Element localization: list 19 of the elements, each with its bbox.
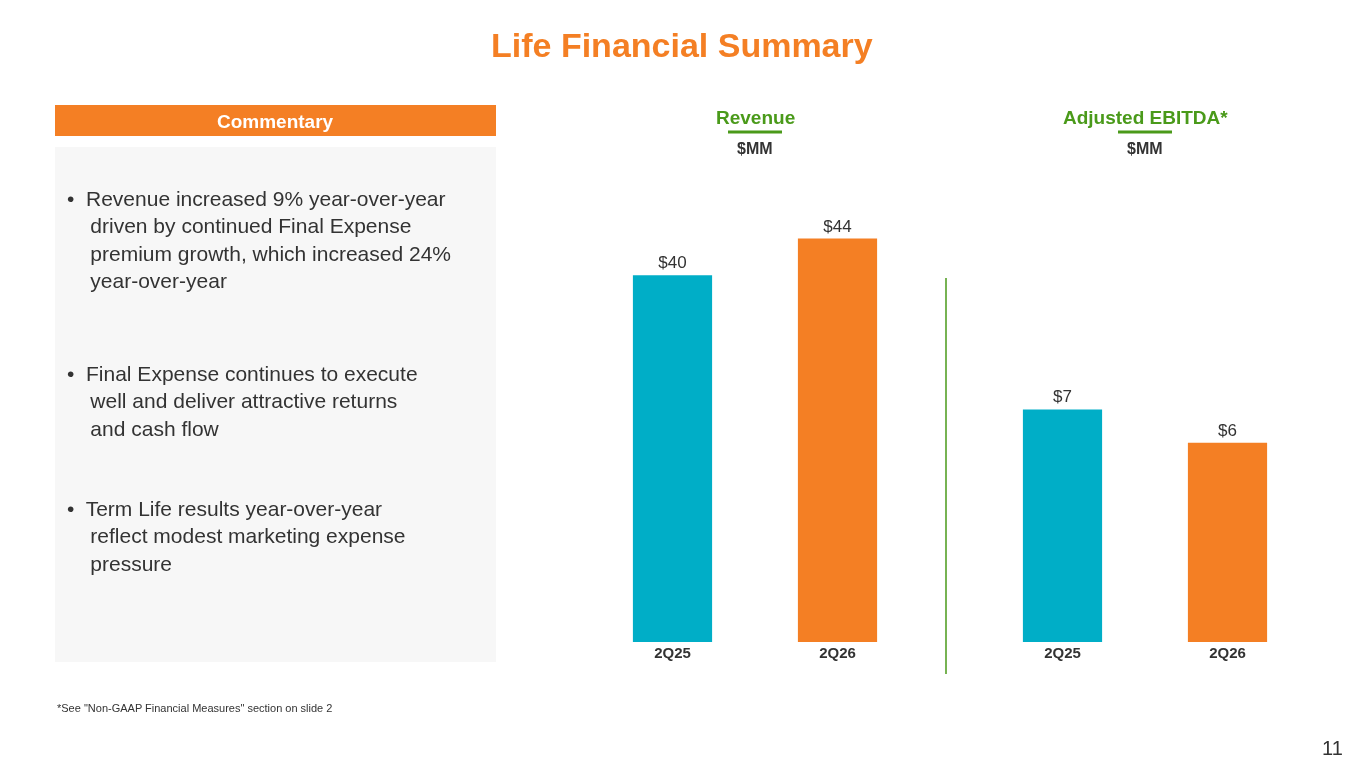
data-label: $40 xyxy=(658,253,687,273)
x-tick-label: 2Q25 xyxy=(1044,644,1081,661)
text: Commentary xyxy=(217,111,334,132)
x-tick-label: 2Q26 xyxy=(819,644,856,661)
chart-title: Revenue xyxy=(716,107,796,128)
text: *See "Non-GAAP Financial Measures" section on slide 2 xyxy=(57,702,333,714)
text: 11 xyxy=(1322,737,1343,759)
chart-title: Adjusted EBITDA* xyxy=(1063,107,1229,128)
text: • Revenue increased 9% year-over-year driven by continued Final Expense premium growth, which increased 24% year-over-year xyxy=(67,187,451,292)
data-label: $7 xyxy=(1053,387,1072,407)
chart-subtitle: $MM xyxy=(1127,140,1163,157)
x-tick-label: 2Q26 xyxy=(1209,644,1246,661)
data-label: $44 xyxy=(823,216,852,236)
x-tick-label: 2Q25 xyxy=(654,644,691,661)
text: Life Financial Summary xyxy=(491,26,873,64)
chart-subtitle: $MM xyxy=(737,140,773,157)
data-label: $6 xyxy=(1218,420,1237,440)
text: • Term Life results year-over-year reflect modest marketing expense pressure xyxy=(67,497,406,575)
text: • Final Expense continues to execute well and deliver attractive returns and cash flow xyxy=(67,362,418,440)
